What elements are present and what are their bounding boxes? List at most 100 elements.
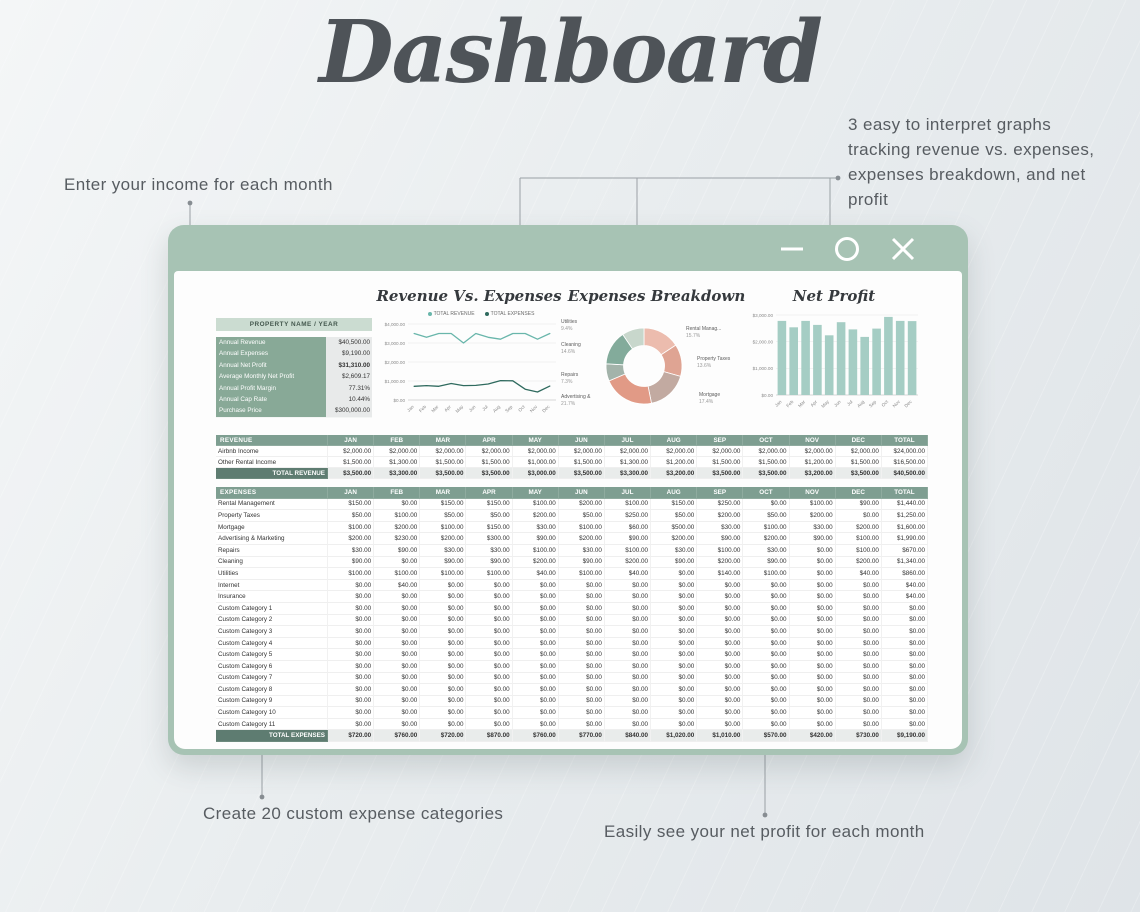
- minimize-icon[interactable]: [780, 246, 804, 252]
- value-cell[interactable]: $0.00: [697, 649, 744, 661]
- value-cell[interactable]: $0.00: [697, 637, 744, 650]
- value-cell[interactable]: $0.00: [651, 579, 698, 592]
- value-cell[interactable]: $0.00: [651, 649, 698, 661]
- value-cell[interactable]: $0.00: [651, 672, 698, 685]
- value-cell[interactable]: $0.00: [651, 718, 698, 731]
- summary-value[interactable]: $300,000.00: [326, 405, 372, 418]
- value-cell[interactable]: $40.00: [881, 591, 928, 603]
- value-cell[interactable]: $0.00: [420, 591, 467, 603]
- value-cell[interactable]: $0.00: [328, 649, 375, 661]
- value-cell[interactable]: $0.00: [743, 684, 790, 696]
- value-cell[interactable]: $0.00: [374, 660, 421, 673]
- close-icon[interactable]: [890, 236, 916, 262]
- value-cell[interactable]: $0.00: [512, 602, 559, 615]
- value-cell[interactable]: $0.00: [604, 672, 652, 685]
- value-cell[interactable]: $140.00: [697, 568, 744, 580]
- row-label-cell[interactable]: Custom Category 9: [216, 695, 328, 708]
- value-cell[interactable]: $0.00: [420, 602, 467, 615]
- value-cell[interactable]: $0.00: [420, 649, 467, 661]
- value-cell[interactable]: $150.00: [420, 498, 467, 511]
- value-cell[interactable]: $0.00: [789, 544, 836, 557]
- value-cell[interactable]: $100.00: [604, 498, 652, 511]
- value-cell[interactable]: $500.00: [651, 521, 698, 534]
- value-cell[interactable]: $2,000.00: [743, 446, 790, 457]
- row-label-cell[interactable]: Custom Category 1: [216, 602, 328, 615]
- value-cell[interactable]: $0.00: [881, 672, 928, 685]
- value-cell[interactable]: $0.00: [512, 672, 559, 685]
- value-cell[interactable]: $0.00: [881, 614, 928, 627]
- value-cell[interactable]: $0.00: [512, 695, 559, 708]
- value-cell[interactable]: $100.00: [512, 544, 559, 557]
- row-label-cell[interactable]: Mortgage: [216, 521, 328, 534]
- value-cell[interactable]: $0.00: [466, 718, 513, 731]
- value-cell[interactable]: $0.00: [512, 660, 559, 673]
- value-cell[interactable]: $30.00: [743, 544, 790, 557]
- value-cell[interactable]: $200.00: [558, 498, 605, 511]
- value-cell[interactable]: $0.00: [789, 707, 836, 719]
- row-label-cell[interactable]: Other Rental Income: [216, 457, 328, 468]
- value-cell[interactable]: $0.00: [743, 660, 790, 673]
- row-label-cell[interactable]: Property Taxes: [216, 510, 328, 522]
- value-cell[interactable]: $0.00: [651, 626, 698, 638]
- value-cell[interactable]: $0.00: [328, 695, 375, 708]
- value-cell[interactable]: $0.00: [697, 614, 744, 627]
- value-cell[interactable]: $90.00: [743, 556, 790, 569]
- property-name-header[interactable]: PROPERTY NAME / YEAR: [216, 318, 372, 331]
- value-cell[interactable]: $0.00: [881, 649, 928, 661]
- maximize-icon[interactable]: [834, 236, 860, 262]
- row-label-cell[interactable]: Custom Category 3: [216, 626, 328, 638]
- value-cell[interactable]: $0.00: [651, 660, 698, 673]
- value-cell[interactable]: $0.00: [743, 626, 790, 638]
- value-cell[interactable]: $0.00: [743, 695, 790, 708]
- value-cell[interactable]: $0.00: [604, 637, 652, 650]
- value-cell[interactable]: $2,000.00: [651, 446, 698, 457]
- value-cell[interactable]: $0.00: [604, 602, 652, 615]
- value-cell[interactable]: $2,000.00: [420, 446, 467, 457]
- value-cell[interactable]: $0.00: [558, 649, 605, 661]
- value-cell[interactable]: $200.00: [835, 521, 882, 534]
- value-cell[interactable]: $0.00: [420, 660, 467, 673]
- value-cell[interactable]: $0.00: [558, 660, 605, 673]
- value-cell[interactable]: $100.00: [743, 521, 790, 534]
- value-cell[interactable]: $100.00: [558, 568, 605, 580]
- value-cell[interactable]: $200.00: [512, 556, 559, 569]
- value-cell[interactable]: $0.00: [512, 707, 559, 719]
- value-cell[interactable]: $200.00: [789, 510, 836, 522]
- value-cell[interactable]: $0.00: [420, 637, 467, 650]
- value-cell[interactable]: $90.00: [420, 556, 467, 569]
- value-cell[interactable]: $0.00: [743, 614, 790, 627]
- value-cell[interactable]: $100.00: [835, 533, 882, 545]
- value-cell[interactable]: $100.00: [466, 568, 513, 580]
- value-cell[interactable]: $0.00: [881, 660, 928, 673]
- value-cell[interactable]: $0.00: [466, 591, 513, 603]
- value-cell[interactable]: $1,250.00: [881, 510, 928, 522]
- value-cell[interactable]: $0.00: [835, 591, 882, 603]
- value-cell[interactable]: $90.00: [789, 533, 836, 545]
- value-cell[interactable]: $0.00: [328, 672, 375, 685]
- value-cell[interactable]: $1,200.00: [789, 457, 836, 468]
- value-cell[interactable]: $0.00: [697, 718, 744, 731]
- value-cell[interactable]: $0.00: [881, 684, 928, 696]
- value-cell[interactable]: $100.00: [512, 498, 559, 511]
- value-cell[interactable]: $0.00: [881, 707, 928, 719]
- value-cell[interactable]: $2,000.00: [604, 446, 652, 457]
- value-cell[interactable]: $100.00: [374, 568, 421, 580]
- row-label-cell[interactable]: Custom Category 5: [216, 649, 328, 661]
- value-cell[interactable]: $0.00: [881, 602, 928, 615]
- value-cell[interactable]: $1,440.00: [881, 498, 928, 511]
- value-cell[interactable]: $0.00: [604, 614, 652, 627]
- value-cell[interactable]: $0.00: [420, 672, 467, 685]
- value-cell[interactable]: $0.00: [374, 649, 421, 661]
- value-cell[interactable]: $0.00: [651, 695, 698, 708]
- value-cell[interactable]: $0.00: [512, 684, 559, 696]
- value-cell[interactable]: $90.00: [512, 533, 559, 545]
- value-cell[interactable]: $0.00: [420, 718, 467, 731]
- value-cell[interactable]: $1,300.00: [604, 457, 652, 468]
- value-cell[interactable]: $100.00: [420, 521, 467, 534]
- value-cell[interactable]: $0.00: [743, 591, 790, 603]
- value-cell[interactable]: $0.00: [420, 614, 467, 627]
- value-cell[interactable]: $0.00: [374, 626, 421, 638]
- value-cell[interactable]: $40.00: [512, 568, 559, 580]
- value-cell[interactable]: $90.00: [374, 544, 421, 557]
- value-cell[interactable]: $90.00: [604, 533, 652, 545]
